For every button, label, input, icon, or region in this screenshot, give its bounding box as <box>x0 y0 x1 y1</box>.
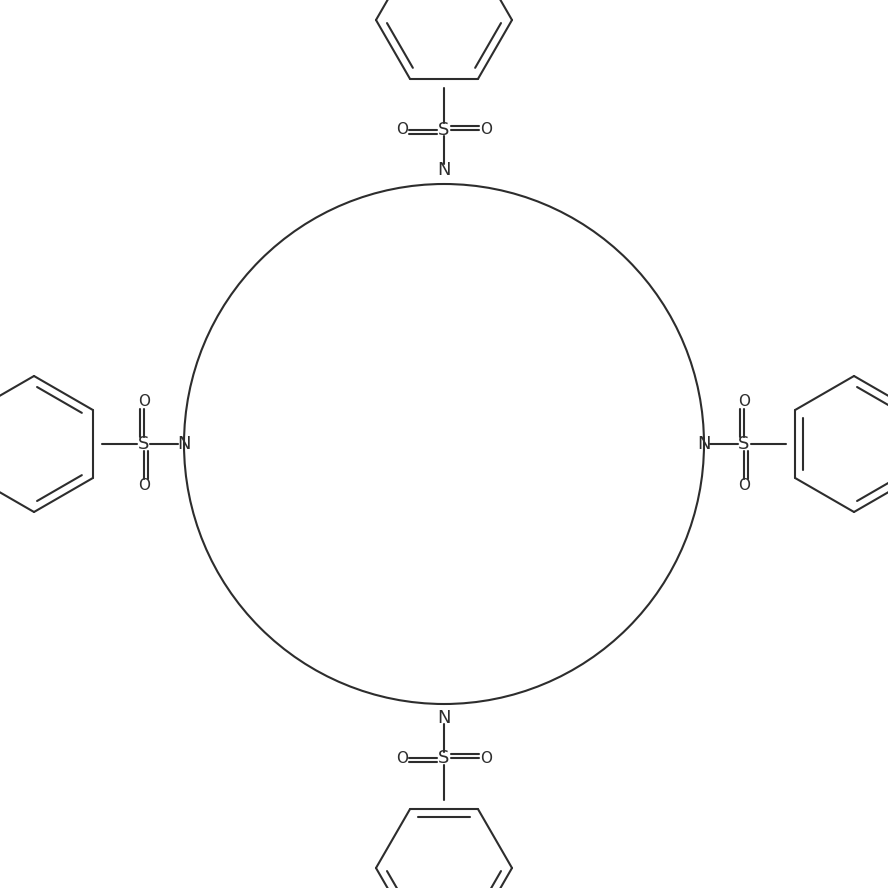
Text: S: S <box>139 435 150 453</box>
Text: S: S <box>439 121 449 139</box>
Text: N: N <box>697 435 710 453</box>
Text: O: O <box>396 750 408 765</box>
Text: O: O <box>738 479 750 494</box>
Text: N: N <box>437 709 451 727</box>
Text: O: O <box>138 394 150 409</box>
Text: O: O <box>738 394 750 409</box>
Text: O: O <box>480 750 492 765</box>
Text: S: S <box>439 749 449 767</box>
Text: N: N <box>437 161 451 179</box>
Text: O: O <box>396 123 408 138</box>
Text: S: S <box>738 435 749 453</box>
Text: N: N <box>178 435 191 453</box>
Text: O: O <box>480 123 492 138</box>
Text: O: O <box>138 479 150 494</box>
